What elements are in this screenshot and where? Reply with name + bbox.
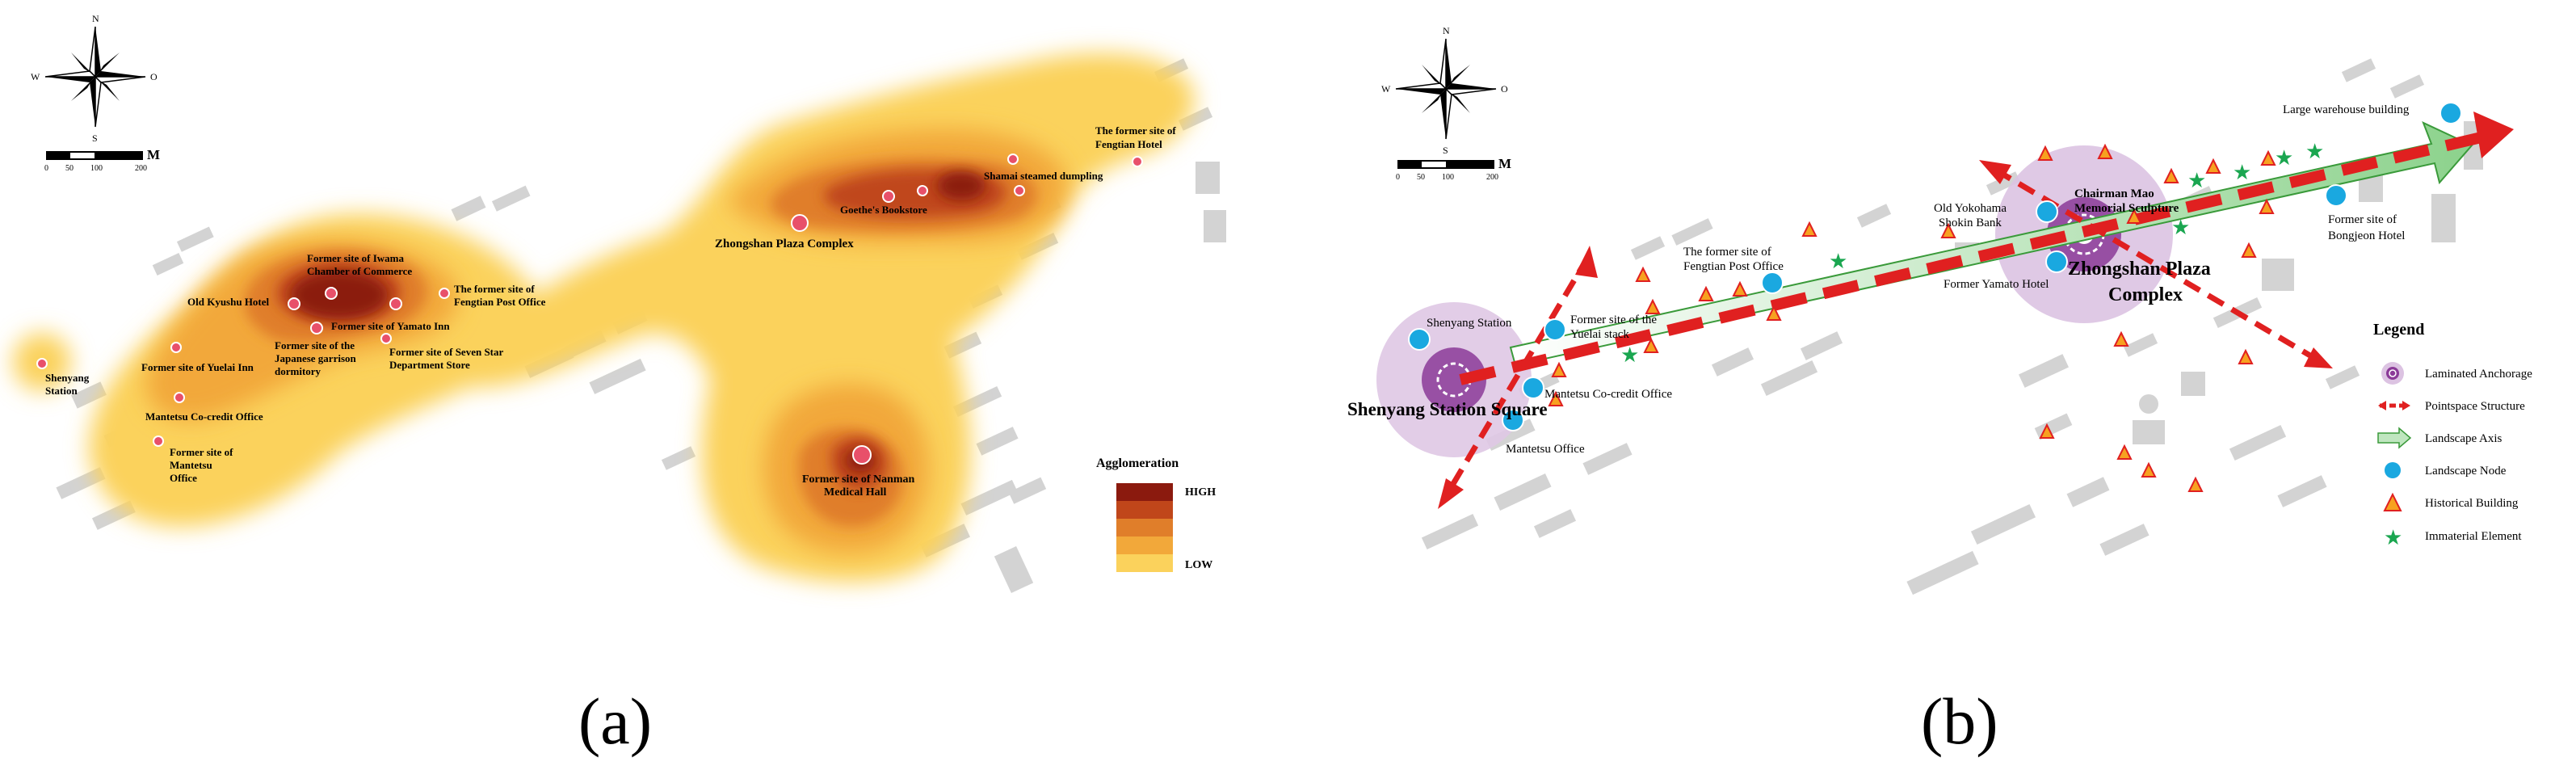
- svg-text:200: 200: [135, 164, 147, 173]
- svg-text:Fengtian Post Office: Fengtian Post Office: [454, 296, 546, 308]
- svg-text:100: 100: [1442, 173, 1454, 182]
- legend-node: Landscape Node: [2425, 465, 2507, 478]
- legend-immaterial: Immaterial Element: [2425, 530, 2522, 543]
- label-zhongshan: Zhongshan Plaza Complex: [715, 238, 854, 250]
- svg-text:Fengtian Post Office: Fengtian Post Office: [1683, 260, 1784, 273]
- label-mantetsu-office: Former site of: [170, 446, 233, 458]
- svg-text:Department Store: Department Store: [389, 359, 470, 371]
- svg-text:★: ★: [1829, 250, 1847, 273]
- label-fengtian-hotel: The former site of: [1095, 124, 1176, 137]
- label-shamai: Shamai steamed dumpling: [984, 170, 1103, 182]
- svg-text:Complex: Complex: [2108, 284, 2183, 305]
- svg-text:50: 50: [1417, 173, 1425, 182]
- svg-text:M: M: [147, 147, 160, 162]
- svg-text:Chamber of Commerce: Chamber of Commerce: [307, 265, 412, 277]
- label-yamato-hotel: Former Yamato Hotel: [1944, 278, 2049, 291]
- svg-text:★: ★: [1620, 343, 1639, 367]
- legend-laminated: Laminated Anchorage: [2425, 368, 2532, 381]
- svg-text:M: M: [1498, 156, 1511, 171]
- label-seven-star: Former site of Seven Star: [389, 346, 504, 358]
- label-credit-office: Mantetsu Co-credit Office: [145, 410, 263, 423]
- svg-text:★: ★: [2305, 140, 2324, 163]
- label-chairman: Chairman Mao: [2074, 187, 2154, 200]
- svg-text:Medical Hall: Medical Hall: [824, 486, 886, 499]
- caption-b: (b): [1921, 684, 1998, 758]
- legend-axis: Landscape Axis: [2425, 432, 2502, 445]
- label-kyushu-hotel: Old Kyushu Hotel: [187, 296, 270, 308]
- compass-n: N: [92, 13, 99, 24]
- compass-w: W: [31, 71, 40, 82]
- legend-title: Agglomeration: [1096, 457, 1179, 470]
- label-garrison: Former site of the: [275, 339, 355, 351]
- label-mantetsu-office: Mantetsu Office: [1506, 443, 1585, 456]
- label-post-office: The former site of: [454, 283, 535, 295]
- legend-title: Legend: [2373, 321, 2424, 339]
- svg-text:Bongjeon Hotel: Bongjeon Hotel: [2328, 229, 2405, 242]
- pointspace-arrowheads: [1438, 112, 2514, 509]
- svg-text:S: S: [1443, 145, 1448, 156]
- compass-s: S: [92, 133, 98, 144]
- legend-low: LOW: [1185, 559, 1212, 571]
- svg-text:0: 0: [1396, 173, 1400, 182]
- structure-legend: Legend Laminated Anchorage Pointspace St…: [2373, 321, 2532, 549]
- panel-b-structure: ★ ★ ★ ★ ★ ★ ★ Shenyang Station Shenyang …: [1347, 25, 2532, 595]
- poi-markers: [36, 154, 1143, 465]
- svg-text:Fengtian Hotel: Fengtian Hotel: [1095, 138, 1162, 150]
- svg-text:Memorial Sculpture: Memorial Sculpture: [2074, 202, 2179, 215]
- label-nanman: Former site of Nanman: [802, 473, 915, 486]
- svg-text:★: ★: [2187, 169, 2206, 192]
- agglomeration-legend: Agglomeration HIGH LOW: [1096, 457, 1216, 572]
- label-warehouse: Large warehouse building: [2283, 103, 2410, 116]
- label-yuelai-inn: Former site of Yuelai Inn: [141, 361, 254, 373]
- label-credit-office: Mantetsu Co-credit Office: [1544, 388, 1672, 401]
- building-footprints-b: [1421, 58, 2483, 595]
- legend-historical: Historical Building: [2425, 497, 2519, 510]
- svg-text:200: 200: [1486, 173, 1498, 182]
- caption-a: (a): [578, 684, 652, 758]
- svg-text:50: 50: [65, 164, 74, 173]
- svg-text:Japanese garrison: Japanese garrison: [275, 352, 357, 364]
- label-bongjeon: Former site of: [2328, 213, 2397, 226]
- label-post-office: The former site of: [1683, 246, 1771, 259]
- label-zhongshan: Zhongshan Plaza: [2068, 259, 2211, 280]
- immaterial-elements: ★ ★ ★ ★ ★ ★ ★: [1620, 140, 2324, 367]
- label-yamato-inn: Former site of Yamato Inn: [331, 320, 450, 332]
- legend-high: HIGH: [1185, 486, 1216, 499]
- scalebar-b: M 0 50 100 200: [1396, 156, 1511, 182]
- map-labels-b: Shenyang Station Shenyang Station Square…: [1347, 103, 2410, 456]
- svg-text:dormitory: dormitory: [275, 365, 321, 377]
- agglomeration-heatmap: [13, 53, 1195, 583]
- svg-text:Mantetsu: Mantetsu: [170, 459, 212, 471]
- historical-buildings: [1548, 143, 2276, 492]
- svg-text:W: W: [1381, 83, 1391, 95]
- svg-text:0: 0: [44, 164, 48, 173]
- label-station-square: Shenyang Station Square: [1347, 399, 1548, 419]
- svg-text:O: O: [1501, 83, 1508, 95]
- label-yokohama: Old Yokohama: [1934, 202, 2007, 215]
- compass-rose-a: N S W O: [31, 13, 158, 144]
- svg-text:★: ★: [2171, 216, 2190, 239]
- scalebar-a: M 0 50 100 200: [44, 147, 160, 173]
- svg-text:Yuelai stack: Yuelai stack: [1570, 328, 1629, 341]
- svg-text:★: ★: [2384, 526, 2402, 549]
- label-shenyang-station: Shenyang Station: [1427, 317, 1512, 330]
- poi-labels: Shenyang Station Former site of Yuelai I…: [45, 124, 1176, 499]
- svg-text:100: 100: [90, 164, 103, 173]
- compass-e: O: [150, 71, 158, 82]
- svg-text:Shokin Bank: Shokin Bank: [1939, 217, 2002, 229]
- svg-text:Office: Office: [170, 472, 197, 484]
- label-yuelai: Former site of the: [1570, 313, 1657, 326]
- svg-text:★: ★: [2233, 161, 2251, 184]
- label-iwama: Former site of Iwama: [307, 252, 404, 264]
- svg-text:★: ★: [2275, 146, 2293, 170]
- svg-text:Station: Station: [45, 385, 78, 397]
- svg-text:N: N: [1443, 25, 1450, 36]
- compass-rose-b: N S W O: [1381, 25, 1508, 156]
- landscape-nodes: [1408, 102, 2462, 431]
- panel-a-heatmap: Shenyang Station Former site of Yuelai I…: [13, 13, 1226, 593]
- legend-pointspace: Pointspace Structure: [2425, 400, 2525, 413]
- label-goethe: Goethe's Bookstore: [840, 204, 927, 216]
- label-shenyang-station: Shenyang: [45, 372, 90, 384]
